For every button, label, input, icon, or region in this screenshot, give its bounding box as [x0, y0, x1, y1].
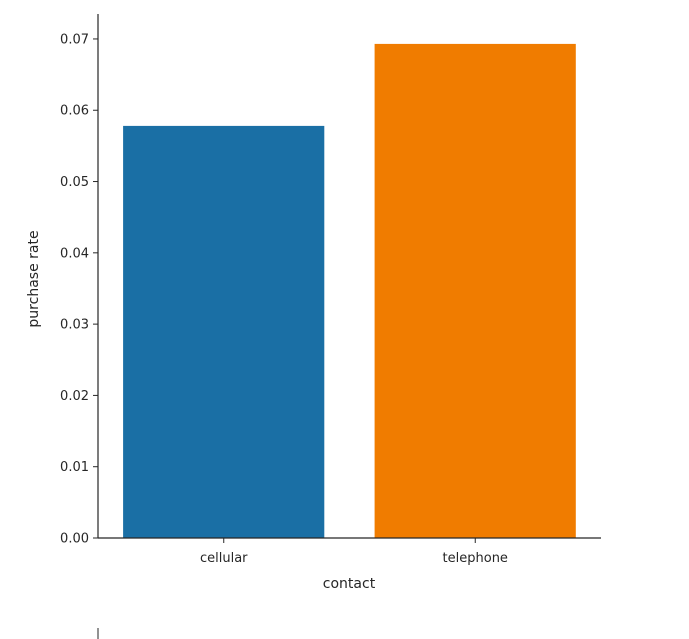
y-tick-label: 0.00 — [60, 532, 89, 547]
bar-telephone — [374, 43, 576, 539]
y-tick-label: 0.04 — [60, 246, 89, 261]
bars-group — [123, 43, 576, 539]
x-axis: cellular telephone — [98, 537, 601, 566]
x-axis-label: contact — [323, 576, 376, 592]
x-tick-label-telephone: telephone — [443, 551, 508, 566]
y-tick-label: 0.01 — [60, 460, 89, 475]
bar-cellular — [123, 125, 325, 539]
y-tick-label: 0.02 — [60, 389, 89, 404]
y-tick-label: 0.06 — [60, 104, 89, 119]
y-tick-label: 0.05 — [60, 175, 89, 190]
y-axis-label: purchase rate — [26, 230, 42, 327]
y-axis: 0.00 0.01 0.02 0.03 0.04 0.05 0.06 0.07 — [60, 14, 99, 547]
x-tick-label-cellular: cellular — [200, 551, 248, 566]
y-tick-label: 0.03 — [60, 318, 89, 333]
y-tick-label: 0.07 — [60, 32, 89, 47]
